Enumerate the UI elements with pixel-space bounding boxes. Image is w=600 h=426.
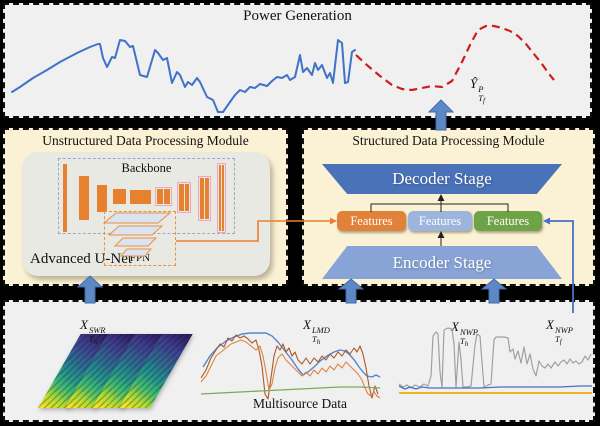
backbone-bar xyxy=(97,185,107,212)
power-generation-title: Power Generation xyxy=(243,8,352,24)
unstructured-module-title: Unstructured Data Processing Module xyxy=(42,133,249,148)
features-box-encoder: Features xyxy=(408,211,472,231)
nwp-forecast-input-label: X NWP Tf xyxy=(546,317,573,346)
backbone-bar-pair xyxy=(198,176,211,221)
backbone-bar xyxy=(113,189,126,204)
backbone-bar xyxy=(79,176,89,220)
decoder-stage: Decoder Stage xyxy=(322,164,562,194)
encoder-stage: Encoder Stage xyxy=(322,246,562,279)
backbone-bar xyxy=(130,190,151,204)
multisource-data-caption: Multisource Data xyxy=(252,396,348,411)
lmd-input-label: X LMD Th xyxy=(303,317,330,346)
backbone-bar-pair xyxy=(217,163,226,233)
features-box-unstructured: Features xyxy=(337,211,406,231)
nwp-history-input-label: X NWP Th xyxy=(451,319,478,348)
backbone-bar-pair xyxy=(155,187,172,206)
advanced-unet-label: Advanced U-Net xyxy=(30,251,133,267)
features-box-nwp: Features xyxy=(474,211,542,231)
fpn-box xyxy=(104,211,176,266)
forecast-output-label: Ŷ P Tf xyxy=(470,76,485,105)
swr-input-label: X SWR Th xyxy=(80,317,106,346)
backbone-bar-pair xyxy=(177,182,191,213)
backbone-label: Backbone xyxy=(121,161,172,175)
structured-module-title: Structured Data Processing Module xyxy=(352,133,545,148)
backbone-bar xyxy=(63,164,67,232)
